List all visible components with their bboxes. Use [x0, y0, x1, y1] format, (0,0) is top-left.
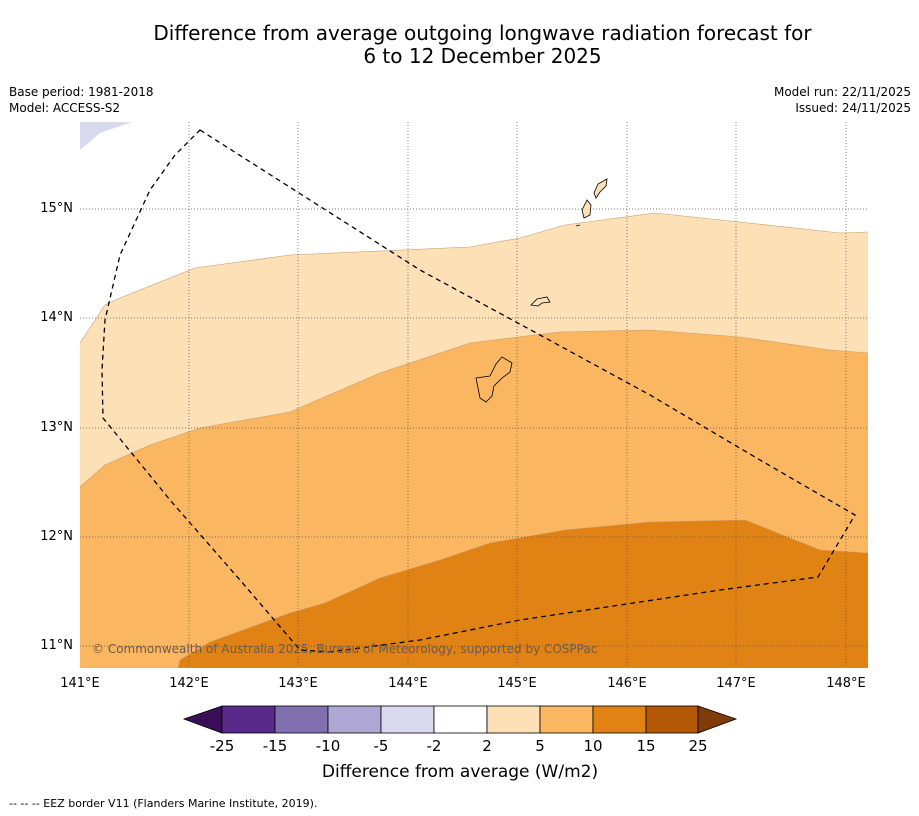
colorbar-tick-label: -5: [373, 737, 389, 755]
eez-border: [101, 129, 856, 653]
colorbar-segment: [486, 705, 541, 734]
colorbar-tick-label: 5: [535, 737, 545, 755]
lon-label: 146°E: [607, 676, 647, 691]
colorbar-tick-label: -15: [262, 737, 288, 755]
issued-date: Issued: 24/11/2025: [795, 101, 911, 115]
island-guam: [475, 356, 513, 403]
lon-label: 147°E: [716, 676, 756, 691]
chart-title: Difference from average outgoing longwav…: [0, 22, 919, 68]
lon-label: 141°E: [60, 676, 100, 691]
colorbar-low-extend: [182, 705, 223, 734]
metadata-left: Base period: 1981-2018 Model: ACCESS-S2: [9, 84, 154, 116]
island-aguijan: [575, 224, 581, 227]
colorbar-segment: [221, 705, 276, 734]
lat-label: 13°N: [40, 420, 73, 435]
title-line-1: Difference from average outgoing longwav…: [153, 21, 812, 45]
lat-label: 15°N: [40, 201, 73, 216]
anomaly-region-10-15: [178, 520, 868, 668]
colorbar-high-extend: [697, 705, 738, 734]
colorbar-tick-label: 2: [482, 737, 492, 755]
colorbar: [182, 705, 738, 734]
lon-label: 142°E: [169, 676, 209, 691]
title-line-2: 6 to 12 December 2025: [363, 44, 602, 68]
model-run: Model run: 22/11/2025: [773, 85, 911, 99]
colorbar-segment: [274, 705, 329, 734]
lon-label: 148°E: [826, 676, 866, 691]
colorbar-tick-label: 25: [688, 737, 708, 755]
colorbar-tick-label: -2: [426, 737, 442, 755]
colorbar-segment: [327, 705, 382, 734]
island-rota: [530, 296, 551, 307]
colorbar-segment: [380, 705, 435, 734]
island-saipan: [593, 178, 608, 199]
colorbar-segment: [539, 705, 594, 734]
colorbar-tick-label: 10: [583, 737, 603, 755]
anomaly-region-minus5: [80, 122, 132, 150]
lon-label: 143°E: [278, 676, 318, 691]
copyright-notice: © Commonwealth of Australia 2025, Bureau…: [92, 642, 598, 656]
lon-label: 145°E: [497, 676, 537, 691]
metadata-right: Model run: 22/11/2025 Issued: 24/11/2025: [774, 84, 911, 116]
contour-lines: [80, 212, 868, 668]
colorbar-segment: [645, 705, 699, 734]
colorbar-tick-label: 15: [636, 737, 656, 755]
gridlines: [80, 122, 868, 668]
lat-label: 12°N: [40, 529, 73, 544]
lat-label: 11°N: [40, 638, 73, 653]
model-name: Model: ACCESS-S2: [9, 101, 121, 115]
island-tinian: [581, 199, 592, 219]
base-period: Base period: 1981-2018: [9, 85, 154, 99]
map-area: [80, 122, 868, 668]
footnote: -- -- -- EEZ border V11 (Flanders Marine…: [9, 797, 318, 810]
lat-label: 14°N: [40, 310, 73, 325]
islands: [475, 178, 608, 403]
lon-label: 144°E: [388, 676, 428, 691]
colorbar-tick-label: -25: [209, 737, 235, 755]
colorbar-segment: [433, 705, 488, 734]
colorbar-title: Difference from average (W/m2): [321, 762, 599, 782]
colorbar-segment: [592, 705, 647, 734]
colorbar-tick-label: -10: [315, 737, 341, 755]
